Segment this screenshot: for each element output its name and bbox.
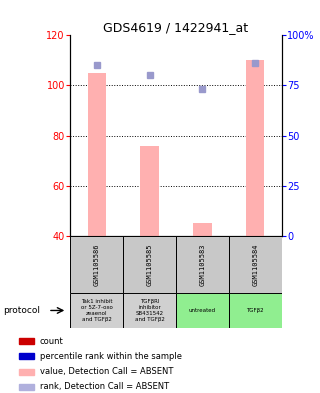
Bar [140,145,159,236]
Bar [176,293,229,328]
Bar [70,293,123,328]
Text: GSM1105583: GSM1105583 [199,243,205,286]
Title: GDS4619 / 1422941_at: GDS4619 / 1422941_at [103,21,249,34]
Text: value, Detection Call = ABSENT: value, Detection Call = ABSENT [40,367,173,376]
Text: GSM1105585: GSM1105585 [147,243,153,286]
Text: GSM1105584: GSM1105584 [252,243,258,286]
Bar [246,61,264,236]
Bar [19,384,34,390]
Bar [123,293,176,328]
Text: percentile rank within the sample: percentile rank within the sample [40,352,181,361]
Bar [19,338,34,344]
Bar [176,236,229,293]
Text: TGFβ2: TGFβ2 [246,308,264,313]
Text: untreated: untreated [189,308,216,313]
Bar [88,73,106,236]
Bar [193,223,212,236]
Bar [229,293,282,328]
Bar [19,369,34,375]
Bar [70,236,123,293]
Text: rank, Detection Call = ABSENT: rank, Detection Call = ABSENT [40,382,169,391]
Text: count: count [40,337,63,346]
Bar [229,236,282,293]
Bar [19,353,34,360]
Text: Tak1 inhibit
or 5Z-7-oxo
zeaenol
and TGFβ2: Tak1 inhibit or 5Z-7-oxo zeaenol and TGF… [81,299,113,321]
Text: GSM1105586: GSM1105586 [94,243,100,286]
Bar [123,236,176,293]
Text: TGFβRI
inhibitor
SB431542
and TGFβ2: TGFβRI inhibitor SB431542 and TGFβ2 [135,299,164,321]
Text: protocol: protocol [3,306,40,315]
